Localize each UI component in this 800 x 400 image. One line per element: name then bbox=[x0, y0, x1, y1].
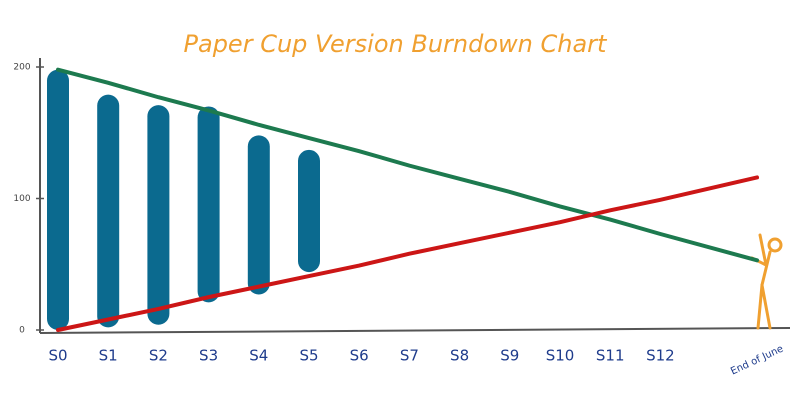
trend-line bbox=[56, 67, 759, 263]
y-tick-label: 200 bbox=[13, 63, 30, 73]
x-tick-label: S11 bbox=[596, 347, 625, 365]
bar bbox=[97, 94, 120, 328]
x-tick-label: S8 bbox=[450, 347, 469, 365]
stick-figure bbox=[750, 233, 783, 330]
x-tick-label: S3 bbox=[199, 347, 218, 365]
x-tick-label: S7 bbox=[400, 347, 419, 365]
trend-line bbox=[56, 175, 759, 332]
x-tick-label: S12 bbox=[646, 347, 675, 365]
chart-title: Paper Cup Version Burndown Chart bbox=[184, 30, 609, 58]
bar bbox=[247, 135, 270, 295]
x-tick-label: S4 bbox=[249, 347, 268, 365]
x-tick-label: S1 bbox=[99, 347, 118, 365]
y-tick-label: 100 bbox=[13, 194, 30, 204]
bar bbox=[147, 105, 170, 325]
x-tick-label: S5 bbox=[299, 347, 318, 365]
y-tick-label: 0 bbox=[19, 326, 25, 336]
bar bbox=[197, 106, 220, 303]
bar bbox=[47, 69, 69, 330]
bar bbox=[298, 149, 320, 273]
x-tick-label: S9 bbox=[500, 347, 519, 365]
x-tick-label: S6 bbox=[350, 347, 369, 365]
x-tick-label: End of June bbox=[729, 343, 785, 377]
x-axis bbox=[39, 327, 791, 334]
x-tick-label: S10 bbox=[546, 347, 575, 365]
x-tick-label: S2 bbox=[149, 347, 168, 365]
x-tick-label: S0 bbox=[48, 347, 67, 365]
